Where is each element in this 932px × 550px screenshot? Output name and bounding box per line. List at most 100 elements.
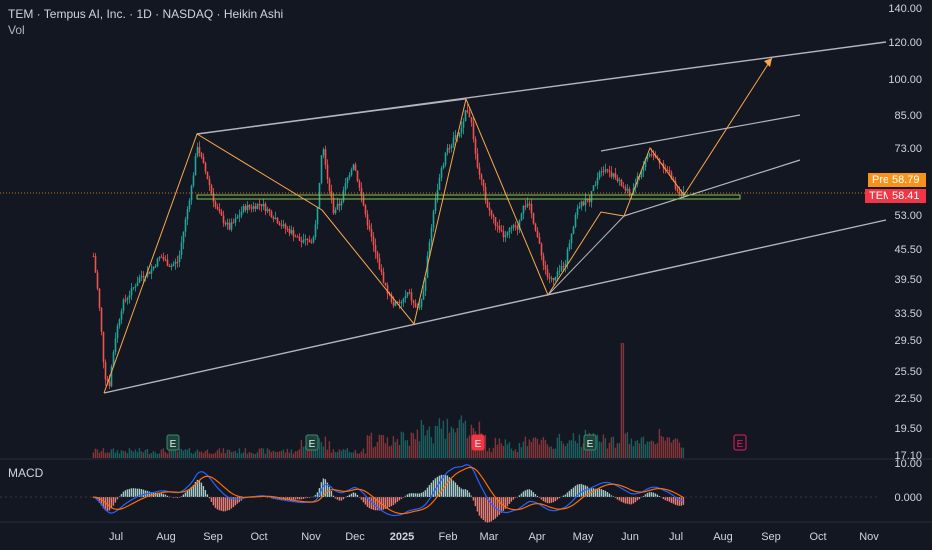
macd-histogram-bar [378,497,381,511]
macd-histogram-bar [586,486,589,497]
channel-lower-line [103,219,887,394]
volume-bar [210,453,213,458]
macd-histogram-bar [332,495,335,497]
macd-histogram-bar [236,497,239,504]
volume-bar [220,452,223,458]
macd-histogram-bar [572,487,575,497]
candle-body [536,230,539,238]
candle-body [444,152,447,165]
volume-bar [628,443,631,458]
candle-body [480,174,483,180]
macd-histogram-bar [504,497,507,509]
candle-body [258,203,261,205]
volume-bar [662,437,665,458]
earnings-icon[interactable]: E [733,434,747,451]
volume-bar [168,450,171,458]
macd-histogram-bar [652,492,655,497]
earnings-icon[interactable]: E [305,434,319,451]
volume-bar [150,453,153,458]
macd-histogram-bar [190,486,193,497]
macd-histogram-bar [110,497,113,509]
volume-bar [388,446,391,458]
macd-histogram-bar [620,497,623,502]
volume-bar [254,453,257,458]
volume-bar [352,452,355,458]
candle-body [470,117,473,123]
candle-body [394,301,397,306]
macd-histogram-bar [388,497,391,508]
candle-body [558,270,561,272]
macd-histogram-bar [296,497,299,500]
macd-histogram-bar [536,495,539,497]
volume-bar [456,428,459,458]
earnings-icon[interactable]: E [166,434,180,451]
macd-histogram-bar [396,497,399,502]
trend-drawings [0,41,887,394]
volume-bar [462,422,465,458]
candle-body [496,225,499,227]
volume-bar [674,438,677,458]
candle-body [162,257,165,260]
macd-histogram-bar [228,497,231,511]
macd-histogram-bar [456,484,459,497]
volume-bar [490,452,493,458]
macd-histogram-bar [150,492,153,497]
volume-bar [382,435,385,458]
volume-bar [346,448,349,458]
candle-body [398,301,401,304]
macd-histogram-bar [202,485,205,497]
macd-histogram-bar [328,486,331,497]
candle-body [578,206,581,209]
candle-body [264,203,267,212]
candle-body [168,265,171,267]
macd-histogram-bar [230,497,233,509]
symbol-title[interactable]: TEM · Tempus AI, Inc. · 1D · NASDAQ · He… [8,7,284,21]
macd-histogram-bar [576,484,579,497]
volume-bar [390,445,393,458]
candle-body [300,240,303,243]
earnings-icon[interactable]: E [471,434,485,451]
candle-body [374,245,377,253]
volume-label[interactable]: Vol [8,23,25,37]
volume-bar [182,450,185,458]
candle-body [380,269,383,273]
volume-bar [548,446,551,458]
volume-bar [504,439,507,458]
volume-bar [532,437,535,458]
candle-body [232,222,235,224]
volume-bar [232,451,235,458]
volume-bar [328,441,331,458]
candle-body [404,295,407,299]
candle-body [438,177,441,190]
volume-bar [230,451,233,458]
volume-bar [260,448,263,458]
candle-body [592,185,595,191]
macd-histogram-bar [676,497,679,506]
candle-body [184,219,187,232]
candle-body [134,286,137,288]
time-tick-label: Jul [669,531,683,543]
candle-body [650,154,653,156]
macd-histogram-bar [538,497,541,498]
volume-bar [396,439,399,458]
macd-histogram-bar [278,497,281,501]
macd-label[interactable]: MACD [8,466,44,480]
macd-histogram-bar [208,497,211,499]
earnings-icon[interactable]: E [583,434,597,451]
volume-bar [180,449,183,458]
volume-bar [500,443,503,458]
macd-histogram-bar [98,497,101,503]
volume-bar [378,434,381,458]
volume-bar [280,450,283,458]
macd-histogram-bar [102,497,105,509]
volume-bar [516,451,519,458]
price-axis: 140.00120.00100.0085.0073.0063.0053.0045… [888,3,922,504]
volume-bar [618,442,621,458]
macd-histogram-bar [596,488,599,497]
price-tick-label: 29.50 [894,335,922,347]
volume-bar [130,450,133,458]
macd-histogram-bar [304,497,307,499]
candle-body [372,236,375,246]
volume-bar [342,449,345,458]
